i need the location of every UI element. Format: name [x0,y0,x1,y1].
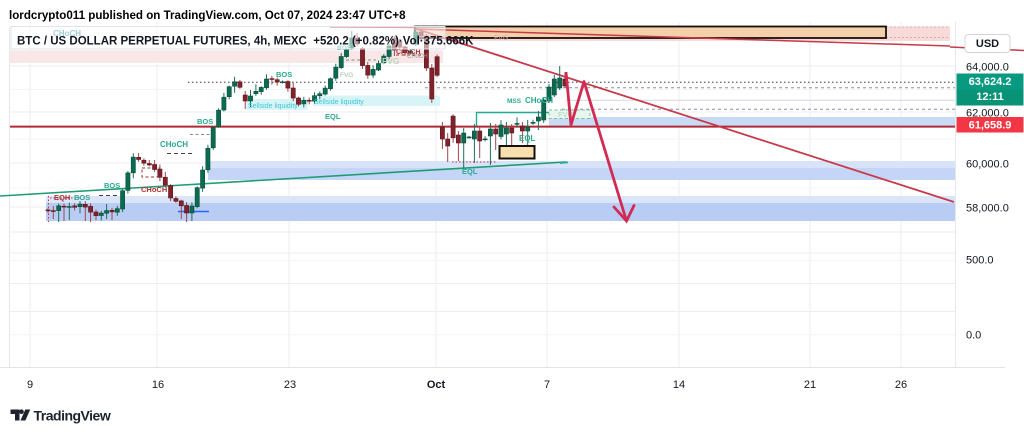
svg-text:500.0: 500.0 [966,255,994,267]
svg-text:Oct: Oct [427,379,446,391]
svg-text:CHoCH: CHoCH [396,49,421,56]
svg-text:MSS: MSS [507,98,522,105]
svg-text:62,000.0: 62,000.0 [966,107,1009,119]
svg-text:BOS: BOS [74,193,90,202]
svg-text:lordcrypto011 published on Tra: lordcrypto011 published on TradingView.c… [9,9,406,22]
svg-text:23: 23 [284,379,296,391]
svg-text:TradingView: TradingView [34,408,111,424]
svg-text:BTC / US DOLLAR PERPETUAL FUTU: BTC / US DOLLAR PERPETUAL FUTURES, 4h, M… [17,36,474,48]
svg-text:FVG: FVG [558,110,574,119]
svg-text:EQH: EQH [54,193,70,202]
svg-text:16: 16 [152,379,164,391]
svg-text:64,000.0: 64,000.0 [966,62,1009,74]
svg-text:12:11: 12:11 [976,91,1004,103]
svg-text:26: 26 [895,379,907,391]
svg-text:BOS: BOS [276,70,292,79]
svg-text:CHoCH: CHoCH [525,96,553,105]
svg-text:BOS: BOS [197,117,213,126]
svg-text:CHoCH: CHoCH [160,140,188,149]
svg-text:58,000.0: 58,000.0 [966,202,1009,214]
svg-text:FVG: FVG [382,56,400,66]
svg-text:CHoCH: CHoCH [407,54,428,60]
svg-text:7: 7 [544,379,550,391]
svg-text:9: 9 [27,379,33,391]
svg-text:63,624.2: 63,624.2 [969,76,1012,88]
svg-text:USD: USD [976,38,999,50]
svg-text:CHoCH: CHoCH [141,185,167,194]
svg-text:BOS: BOS [104,181,120,190]
svg-text:EQL: EQL [325,112,341,121]
svg-text:EQL: EQL [462,167,478,176]
svg-text:60,000.0: 60,000.0 [966,158,1009,170]
svg-text:Sellside liquidity: Sellside liquidity [248,103,298,110]
svg-text:FVG: FVG [494,35,508,42]
svg-text:FVG: FVG [340,72,353,79]
svg-text:61,658.9: 61,658.9 [969,120,1012,132]
svg-text:EQL: EQL [519,134,536,143]
svg-text:21: 21 [804,379,816,391]
svg-text:Sellside liquidity: Sellside liquidity [314,99,364,106]
svg-text:14: 14 [673,379,685,391]
svg-text:0.0: 0.0 [966,329,981,341]
